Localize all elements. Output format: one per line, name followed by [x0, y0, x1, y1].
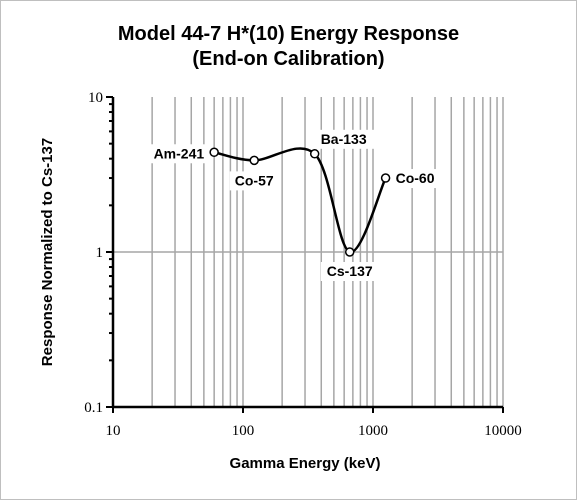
- point-label: Am-241: [154, 145, 205, 161]
- x-tick-label: 1000: [358, 423, 388, 439]
- x-axis-label: Gamma Energy (keV): [230, 455, 381, 472]
- x-tick-label: 10: [106, 423, 121, 439]
- y-tick-label: 10: [88, 90, 103, 106]
- data-point: [249, 155, 259, 166]
- data-points: [209, 147, 391, 257]
- data-point: [309, 149, 320, 159]
- x-tick-label: 10000: [484, 423, 522, 439]
- data-point: [380, 173, 391, 183]
- data-point: [344, 247, 355, 257]
- point-label: Cs-137: [327, 263, 373, 279]
- point-label: Co-60: [396, 170, 435, 186]
- point-label-bg: [149, 144, 208, 164]
- chart-title-line1: Model 44-7 H*(10) Energy Response: [117, 23, 460, 45]
- x-tick-label: 100: [232, 423, 255, 439]
- data-point: [209, 147, 219, 158]
- point-label-bg: [317, 129, 376, 149]
- axes: 10 100 1000 10000 0.1 1 10: [84, 90, 522, 439]
- point-label-bg: [229, 171, 279, 191]
- point-label-bg: [320, 262, 379, 281]
- grid-lines: [113, 97, 504, 407]
- point-label-bg: [392, 169, 442, 189]
- y-tick-label: 1: [96, 245, 104, 261]
- response-curve: [213, 147, 387, 254]
- point-label: Co-57: [235, 172, 274, 188]
- y-tick-label: 0.1: [84, 400, 103, 416]
- y-axis-label: Response Normalized to Cs-137: [39, 138, 56, 366]
- chart-title-line2: (End-on Calibration): [192, 48, 385, 70]
- chart-title: Model 44-7 H*(10) Energy Response (End-o…: [0, 22, 577, 72]
- point-label: Ba-133: [321, 131, 367, 147]
- point-labels: Am-241 Co-57 Ba-133 Cs-137 Co-60: [149, 129, 442, 281]
